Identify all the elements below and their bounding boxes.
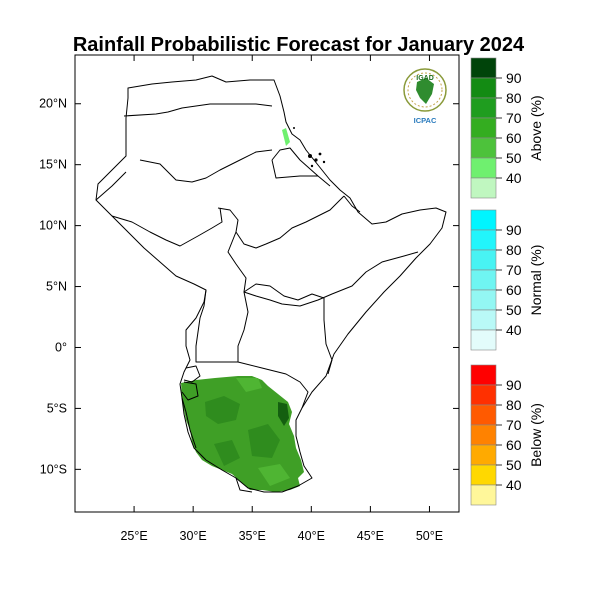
colorbar-label: 80 — [506, 397, 522, 413]
colorbar-swatch — [470, 157, 497, 179]
forecast-dark-patch — [248, 424, 280, 458]
colorbar-swatch — [470, 77, 497, 99]
y-tick-label: 10°N — [39, 219, 67, 233]
colorbar-swatch — [470, 209, 497, 231]
colorbar-label: 80 — [506, 90, 522, 106]
x-tick-label: 45°E — [357, 529, 384, 543]
colorbar-label: 80 — [506, 242, 522, 258]
colorbar-swatch — [470, 97, 497, 119]
colorbar-label: 60 — [506, 437, 522, 453]
colorbar-swatch — [470, 384, 497, 406]
logo-text-top: IGAD — [416, 75, 434, 82]
forecast-dark-patch — [205, 396, 240, 424]
colorbar-swatch — [470, 137, 497, 159]
boundary-line — [271, 159, 318, 179]
forecast-dark-patch — [214, 440, 240, 466]
country-boundaries — [95, 75, 447, 493]
boundary-line — [237, 291, 249, 362]
region-outline — [95, 75, 447, 493]
boundary-line — [183, 365, 201, 383]
y-axis: 20°N 15°N 10°N 5°N 0° 5°S 10°S — [39, 97, 459, 476]
boundary-line — [181, 397, 197, 449]
boundary-line — [181, 381, 199, 401]
colorbar-label: 60 — [506, 282, 522, 298]
colorbar-swatch — [470, 444, 497, 466]
boundary-line — [243, 283, 325, 301]
boundary-line — [271, 147, 331, 187]
colorbar-label: 70 — [506, 110, 522, 126]
boundary-line — [235, 477, 253, 493]
islands — [293, 127, 326, 168]
colorbar-label: 40 — [506, 322, 522, 338]
colorbar-label: 50 — [506, 457, 522, 473]
colorbar-swatch — [470, 309, 497, 331]
forecast-shading — [181, 128, 304, 492]
colorbar-swatch — [470, 364, 497, 386]
boundary-line — [343, 195, 361, 213]
y-tick-label: 5°N — [46, 280, 67, 294]
x-tick-label: 35°E — [239, 529, 266, 543]
boundary-line — [237, 361, 309, 409]
colorbar-swatch — [470, 329, 497, 351]
colorbar-swatch — [470, 57, 497, 79]
forecast-high-probability-patch — [278, 402, 289, 426]
colorbar-swatch — [470, 464, 497, 486]
colorbar-title: Above (%) — [528, 95, 544, 160]
y-tick-label: 0° — [55, 340, 67, 354]
colorbar-swatch — [470, 269, 497, 291]
map-title: Rainfall Probabilistic Forecast for Janu… — [72, 34, 525, 56]
x-axis: 25°E 30°E 35°E 40°E 45°E 50°E — [120, 55, 443, 543]
colorbar-2: 90 80 70 60 50 40 Below (%) — [470, 364, 544, 506]
boundary-line — [195, 289, 238, 363]
x-tick-label: 30°E — [180, 529, 207, 543]
colorbar-label: 70 — [506, 417, 522, 433]
colorbar-swatch — [470, 229, 497, 251]
x-tick-label: 40°E — [298, 529, 325, 543]
y-tick-label: 10°S — [40, 462, 67, 476]
y-tick-label: 20°N — [39, 97, 67, 111]
colorbar-title: Normal (%) — [528, 245, 544, 316]
colorbar-swatch — [470, 289, 497, 311]
logo-text-bottom: ICPAC — [414, 116, 437, 125]
colorbar-swatch — [470, 484, 497, 506]
boundary-line — [323, 298, 333, 375]
colorbar-swatch — [470, 404, 497, 426]
colorbars: 90 80 70 60 50 40 Above (%) 90 80 70 60 50 40 Normal … — [470, 57, 544, 506]
forecast-lightest-patch — [282, 128, 290, 146]
boundary-line — [111, 207, 223, 247]
colorbar-label: 70 — [506, 262, 522, 278]
colorbar-label: 50 — [506, 302, 522, 318]
colorbar-label: 90 — [506, 377, 522, 393]
colorbar-label: 90 — [506, 222, 522, 238]
boundary-line — [217, 195, 345, 249]
colorbar-swatch — [470, 424, 497, 446]
boundary-line — [95, 171, 127, 201]
forecast-light-patch — [236, 378, 262, 392]
forecast-light-patch — [258, 464, 290, 486]
boundary-line — [123, 103, 273, 117]
x-tick-label: 50°E — [416, 529, 443, 543]
colorbar-0: 90 80 70 60 50 40 Above (%) — [470, 57, 544, 199]
boundary-line — [139, 149, 273, 183]
colorbar-label: 60 — [506, 130, 522, 146]
colorbar-1: 90 80 70 60 50 40 Normal (%) — [470, 209, 544, 351]
y-tick-label: 15°N — [39, 158, 67, 172]
x-tick-label: 25°E — [120, 529, 147, 543]
igad-icpac-logo: IGAD ICPAC — [403, 68, 447, 125]
colorbar-label: 50 — [506, 150, 522, 166]
colorbar-swatch — [470, 117, 497, 139]
colorbar-swatch — [470, 249, 497, 271]
colorbar-swatch — [470, 177, 497, 199]
colorbar-title: Below (%) — [528, 403, 544, 467]
colorbar-label: 90 — [506, 70, 522, 86]
colorbar-label: 40 — [506, 477, 522, 493]
y-tick-label: 5°S — [47, 401, 67, 415]
colorbar-label: 40 — [506, 170, 522, 186]
map-frame — [74, 54, 460, 513]
boundary-line — [227, 231, 419, 307]
